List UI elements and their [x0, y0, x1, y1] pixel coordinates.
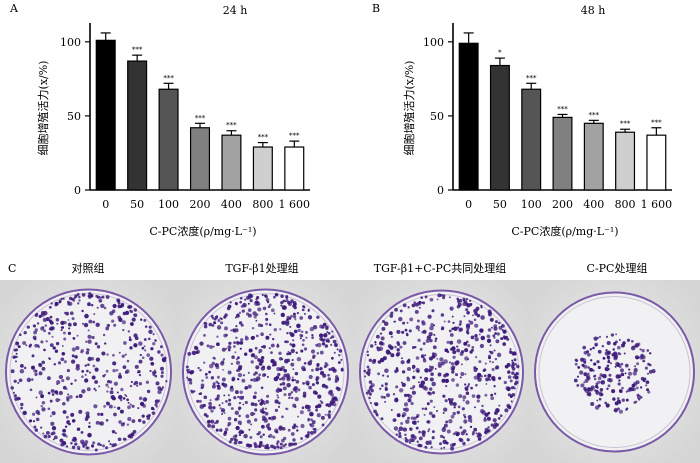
panel-a-x-tick-label: 0: [102, 198, 109, 211]
panel-b-x-tick-label: 50: [493, 198, 507, 211]
panel-b-x-tick-label: 1 600: [641, 198, 673, 211]
bar-charts: A 24 h 细胞增殖活力(x/%) C-PC浓度(ρ/mg·L⁻¹) 0 50 1…: [8, 2, 672, 275]
panel-a-y-tick-label: 50: [67, 110, 81, 123]
panel-a-y-axis-label: 细胞增殖活力(x/%): [36, 61, 50, 156]
panel-a-chart: A 24 h 细胞增殖活力(x/%) C-PC浓度(ρ/mg·L⁻¹) 0 50 1…: [9, 2, 310, 238]
panel-b-significance-label: *: [498, 49, 502, 57]
dish-label-control: 对照组: [72, 261, 105, 275]
panel-a-significance-label: ***: [195, 114, 206, 122]
panel-b-bar: [489, 64, 510, 191]
dish-inner-rim: [538, 296, 691, 448]
panel-b-bar: [458, 42, 479, 191]
panel-a-significance-label: ***: [226, 122, 237, 130]
panel-a-x-tick-label: 50: [130, 198, 144, 211]
dish-label-tgf: TGF-β1处理组: [225, 261, 298, 275]
panel-b-y-tick-label: 100: [423, 36, 444, 49]
panel-b-significance-label: ***: [557, 105, 568, 113]
panel-c-header: C 对照组 TGF-β1处理组 TGF-β1+C-PC共同处理组 C-PC处理组: [8, 261, 647, 275]
panel-b-y-tick-label: 0: [437, 184, 444, 197]
panel-a-title: 24 h: [223, 4, 248, 17]
panel-a-bar: [95, 39, 116, 191]
panel-a-x-tick-label: 800: [252, 198, 273, 211]
panel-a-plot-area: 0 50 100 0 *** 50 *** 100 *** 200 *** 400 *** 800 *** 1…: [60, 23, 310, 211]
panel-b-x-tick-label: 400: [583, 198, 604, 211]
colony-dish-1: [0, 280, 177, 463]
panel-a-bar: [127, 60, 148, 191]
colony-dish-photos: [0, 280, 700, 463]
panel-b-bar: [521, 88, 542, 191]
colony-dish-3: [354, 280, 529, 463]
dish-label-tgf-cpc: TGF-β1+C-PC共同处理组: [374, 261, 507, 275]
panel-a-significance-label: ***: [289, 132, 300, 140]
panel-a-significance-label: ***: [132, 46, 143, 54]
panel-a-bar: [189, 127, 211, 191]
panel-a-x-tick-label: 100: [158, 198, 179, 211]
colony-dish-4: [529, 280, 700, 463]
panel-b-significance-label: ***: [526, 74, 537, 82]
panel-a-significance-label: ***: [163, 74, 174, 82]
panel-a-bar: [158, 88, 179, 191]
panel-a-y-tick-label: 0: [74, 184, 81, 197]
panel-c-letter: C: [8, 262, 16, 275]
panel-a-x-axis-label: C-PC浓度(ρ/mg·L⁻¹): [149, 224, 256, 238]
panel-a-x-tick-label: 200: [190, 198, 211, 211]
dish-label-cpc: C-PC处理组: [587, 261, 648, 275]
panel-b-title: 48 h: [581, 4, 606, 17]
panel-b-y-axis-label: 细胞增殖活力(x/%): [402, 61, 416, 156]
panel-a-y-tick-label: 100: [60, 36, 81, 49]
panel-b-x-axis-label: C-PC浓度(ρ/mg·L⁻¹): [511, 224, 618, 238]
panel-a-bar: [221, 134, 242, 191]
panel-a-x-tick-label: 1 600: [279, 198, 311, 211]
panel-b-bar: [583, 122, 604, 191]
panel-b-significance-label: ***: [589, 111, 600, 119]
panel-b-plot-area: 0 50 100 0 * 50 *** 100 *** 200 *** 400 *** 800 *** 1 6…: [423, 23, 672, 211]
panel-b-x-tick-label: 100: [521, 198, 542, 211]
dish-rim: [5, 288, 172, 456]
panel-a-bar: [284, 146, 305, 191]
panel-b-bar: [552, 116, 573, 191]
colony-photo-row: [0, 280, 700, 463]
panel-b-bar: [646, 134, 667, 191]
panel-b-x-tick-label: 0: [465, 198, 472, 211]
panel-b-letter: B: [372, 2, 380, 15]
panel-b-y-tick-label: 50: [430, 110, 444, 123]
panel-b-significance-label: ***: [651, 119, 662, 127]
panel-a-letter: A: [9, 2, 19, 15]
panel-b-significance-label: ***: [620, 120, 631, 128]
panel-b-bar: [615, 131, 636, 191]
panel-a-significance-label: ***: [258, 134, 269, 142]
panel-b-x-tick-label: 800: [615, 198, 636, 211]
dish-rim: [534, 291, 695, 453]
panel-a-x-tick-label: 400: [221, 198, 242, 211]
panel-a-bar: [252, 146, 273, 191]
panel-b-chart: B 48 h 细胞增殖活力(x/%) C-PC浓度(ρ/mg·L⁻¹) 0 50 1…: [372, 2, 672, 238]
colony-dish-2: [177, 280, 354, 463]
panel-b-x-tick-label: 200: [552, 198, 573, 211]
